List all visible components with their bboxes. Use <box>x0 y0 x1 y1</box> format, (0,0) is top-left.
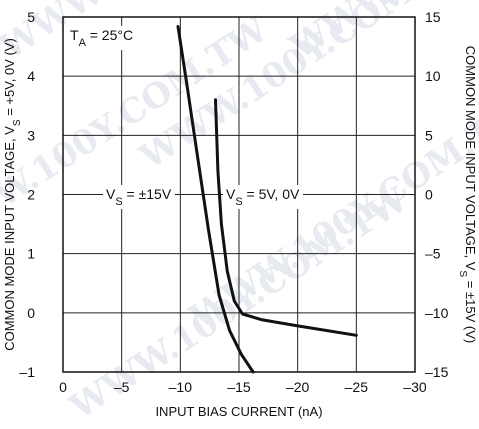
temperature-label-bg <box>67 26 137 50</box>
y-left-tick-label: 0 <box>27 305 35 321</box>
y-axis-left-label: COMMON MODE INPUT VOLTAGE, VS = +5V, 0V … <box>2 38 23 351</box>
plot-frame <box>62 16 416 373</box>
y-left-tick-label: 5 <box>27 9 35 25</box>
series-label-5v: VS = 5V, 0V <box>223 185 303 209</box>
x-tick-label: –5 <box>114 379 130 395</box>
y-right-tick-label: 15 <box>425 9 441 25</box>
series-line-15v <box>176 25 255 374</box>
y-right-tick-label: –15 <box>425 364 449 380</box>
x-tick-label: –30 <box>403 379 427 395</box>
x-tick-label: –20 <box>286 379 310 395</box>
series-layer <box>176 25 358 374</box>
series-a-label-bg <box>103 185 175 209</box>
y-left-tick-label: 4 <box>27 68 35 84</box>
x-tick-label: 0 <box>59 379 67 395</box>
y-left-tick-label: –1 <box>19 364 35 380</box>
y-right-tick-label: –10 <box>425 305 449 321</box>
y-right-tick-label: 10 <box>425 68 441 84</box>
series-b-label-bg <box>223 185 303 209</box>
x-tick-label: –25 <box>345 379 369 395</box>
watermark-text: WWW.100Y.COM.TW <box>282 0 479 68</box>
series-line-5v <box>214 98 358 337</box>
series-b-label: VS = 5V, 0V <box>226 186 300 208</box>
x-axis-label: INPUT BIAS CURRENT (nA) <box>155 404 322 419</box>
y-right-tick-label: 0 <box>425 187 433 203</box>
y-left-tick-label: 3 <box>27 127 35 143</box>
y-axis-right-label: COMMON MODE INPUT VOLTAGE, VS = ±15V (V) <box>458 46 479 343</box>
temperature-label: TA = 25°C <box>70 27 133 49</box>
temperature-annotation: TA = 25°C <box>67 26 137 50</box>
y-right-tick-label: –5 <box>425 246 441 262</box>
y-left-tick-label: 1 <box>27 246 35 262</box>
x-tick-label: –15 <box>227 379 251 395</box>
y-left-tick-label: 2 <box>27 187 35 203</box>
series-label-15v: VS = ±15V <box>103 185 175 209</box>
series-a-label: VS = ±15V <box>106 186 172 208</box>
y-right-tick-label: 5 <box>425 127 433 143</box>
x-tick-label: –10 <box>169 379 193 395</box>
